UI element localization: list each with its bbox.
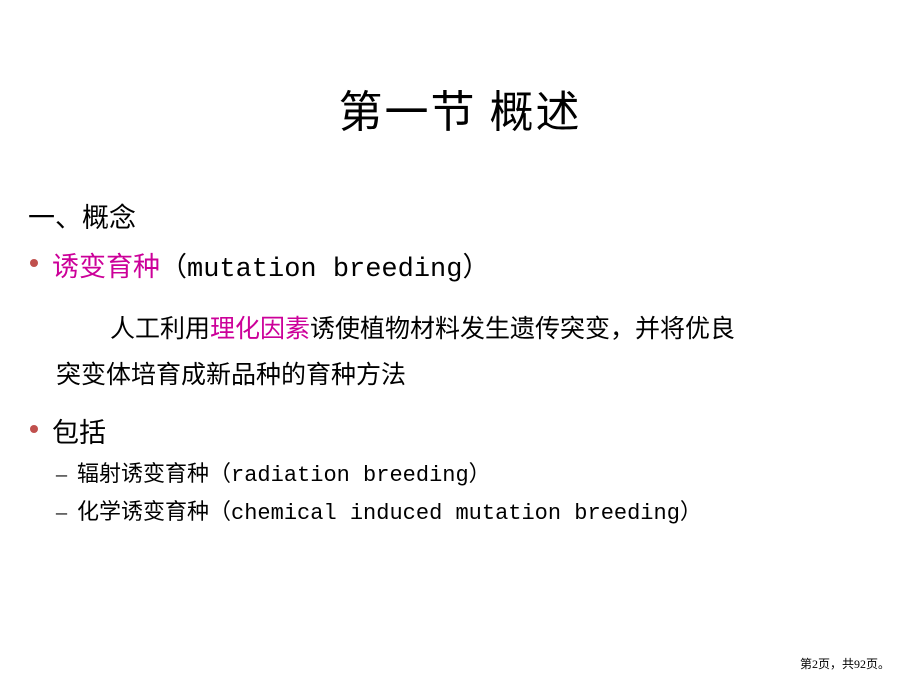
definition-line1: 人工利用理化因素诱使植物材料发生遗传突变，并将优良	[110, 309, 920, 345]
include-label: 包括	[52, 411, 106, 450]
dash-icon: –	[56, 499, 67, 525]
paren-close: ）	[680, 499, 702, 524]
slide-title: 第一节 概述	[0, 0, 920, 140]
term-en: mutation breeding	[187, 255, 462, 285]
paren-open: （	[209, 499, 231, 524]
bullet-dot-icon	[30, 425, 38, 433]
paren-close: ）	[462, 252, 489, 282]
sub-en: chemical induced mutation breeding	[231, 501, 680, 526]
sub-item: – 辐射诱变育种（radiation breeding）	[56, 456, 920, 488]
def-prefix: 人工利用	[110, 316, 210, 343]
definition-line2: 突变体培育成新品种的育种方法	[56, 355, 920, 391]
paren-open: （	[160, 252, 187, 282]
page-footer: 第2页，共92页。	[800, 655, 890, 672]
term-bullet: 诱变育种（mutation breeding）	[30, 245, 920, 285]
sub-cn: 辐射诱变育种	[77, 461, 209, 486]
sub-en: radiation breeding	[231, 463, 469, 488]
term-line: 诱变育种（mutation breeding）	[52, 245, 489, 285]
def-highlight: 理化因素	[210, 316, 310, 343]
sub-item-text: 化学诱变育种（chemical induced mutation breedin…	[77, 494, 702, 526]
sub-cn: 化学诱变育种	[77, 499, 209, 524]
section-heading: 一、概念	[28, 196, 920, 235]
term-cn: 诱变育种	[52, 252, 160, 282]
sub-item: – 化学诱变育种（chemical induced mutation breed…	[56, 494, 920, 526]
paren-close: ）	[469, 461, 491, 486]
def-suffix: 诱使植物材料发生遗传突变，并将优良	[310, 316, 735, 343]
dash-icon: –	[56, 461, 67, 487]
include-bullet: 包括	[30, 411, 920, 450]
bullet-dot-icon	[30, 259, 38, 267]
paren-open: （	[209, 461, 231, 486]
slide: 第一节 概述 一、概念 诱变育种（mutation breeding） 人工利用…	[0, 0, 920, 690]
sub-item-text: 辐射诱变育种（radiation breeding）	[77, 456, 491, 488]
